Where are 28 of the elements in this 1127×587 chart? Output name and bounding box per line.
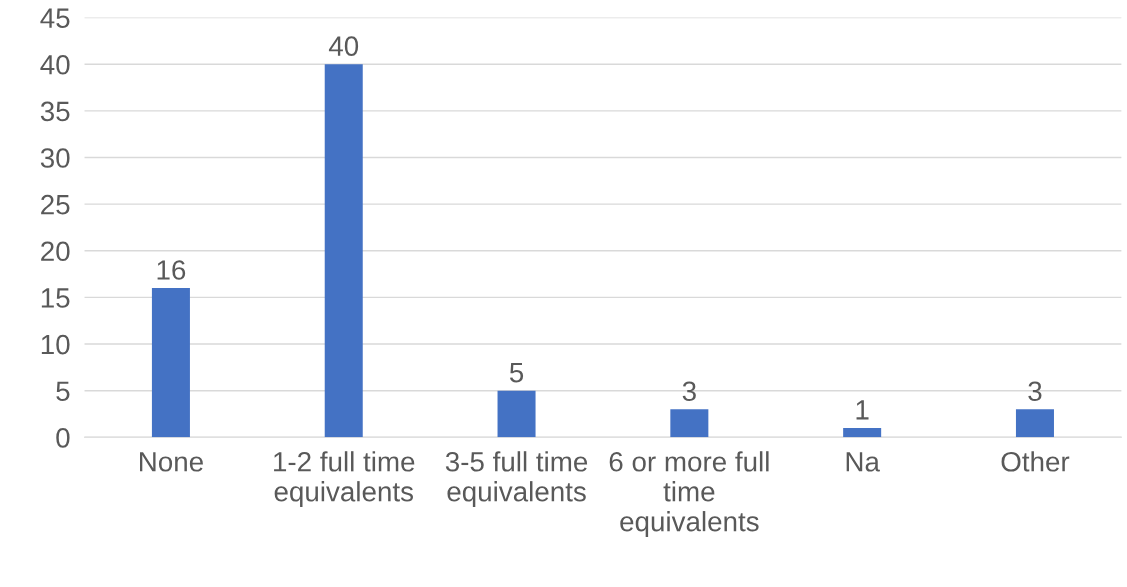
x-tick-label: Other bbox=[1001, 451, 1070, 472]
data-label: 5 bbox=[509, 363, 524, 383]
y-tick-label: 0 bbox=[56, 427, 70, 448]
bar bbox=[670, 409, 709, 438]
y-tick-label: 40 bbox=[40, 54, 70, 75]
y-tick-label: 15 bbox=[41, 288, 70, 308]
bar bbox=[1015, 409, 1054, 438]
bar bbox=[843, 427, 882, 438]
bar bbox=[497, 390, 536, 438]
y-tick-label: 5 bbox=[56, 381, 70, 402]
x-tick-label: Na bbox=[846, 452, 880, 472]
y-tick-label: 25 bbox=[41, 194, 70, 215]
x-tick-label: 6 or more full time equivalents bbox=[609, 451, 769, 537]
x-tick-label: 3-5 full time equivalents bbox=[445, 451, 588, 508]
bar bbox=[151, 288, 190, 438]
data-label: 16 bbox=[157, 260, 186, 280]
data-label: 40 bbox=[328, 36, 359, 56]
y-tick-label: 30 bbox=[40, 148, 70, 168]
y-tick-label: 10 bbox=[41, 334, 70, 355]
y-tick-label: 45 bbox=[40, 8, 70, 28]
data-label: 3 bbox=[682, 381, 696, 402]
data-label: 1 bbox=[856, 400, 869, 420]
x-tick-label: None bbox=[140, 452, 203, 472]
data-label: 3 bbox=[1028, 381, 1042, 402]
y-tick-label: 20 bbox=[41, 241, 70, 262]
y-tick-label: 35 bbox=[40, 101, 70, 122]
x-tick-label: 1-2 full time equivalents bbox=[274, 451, 415, 508]
bar bbox=[324, 64, 363, 438]
